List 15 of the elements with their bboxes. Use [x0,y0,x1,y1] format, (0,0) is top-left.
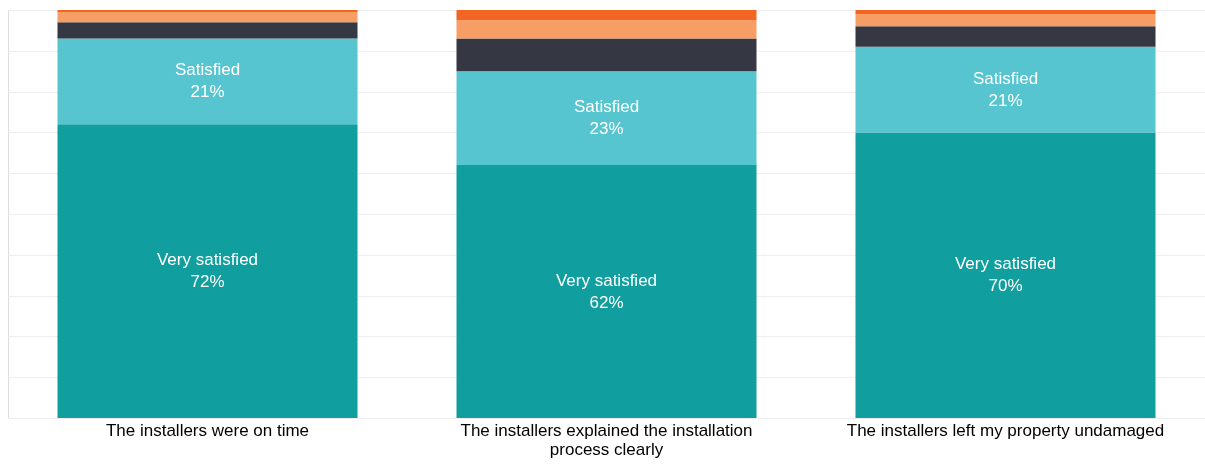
x-tick-label: The installers explained the installation process clearly [460,420,753,459]
x-tick-label: The installers left my property undamaged [846,420,1165,440]
x-tick-label: The installers were on time [105,420,310,440]
data-label: 21% [988,90,1023,110]
text: Very satisfied [555,270,658,290]
data-label: 70% [988,276,1023,296]
data-label: 21% [190,82,225,102]
data-label: 72% [190,272,225,292]
series-label: Satisfied [174,60,241,80]
data-label: 23% [589,119,624,139]
data-label: 62% [589,292,624,312]
series-label: Very satisfied [156,250,259,270]
text: Satisfied [573,97,640,117]
text: Satisfied [972,68,1039,88]
text: Very satisfied [954,254,1057,274]
